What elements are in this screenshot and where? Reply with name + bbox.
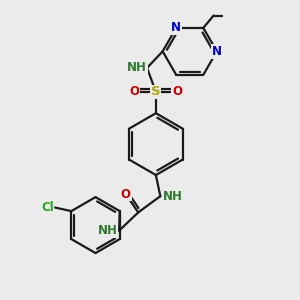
Text: O: O (121, 188, 131, 201)
Text: NH: NH (163, 190, 183, 203)
Text: O: O (130, 85, 140, 98)
Text: N: N (171, 21, 181, 34)
Text: O: O (172, 85, 182, 98)
Text: NH: NH (127, 61, 147, 74)
Text: NH: NH (98, 224, 118, 237)
Text: N: N (212, 45, 222, 58)
Text: S: S (151, 85, 161, 98)
Text: Cl: Cl (41, 201, 54, 214)
